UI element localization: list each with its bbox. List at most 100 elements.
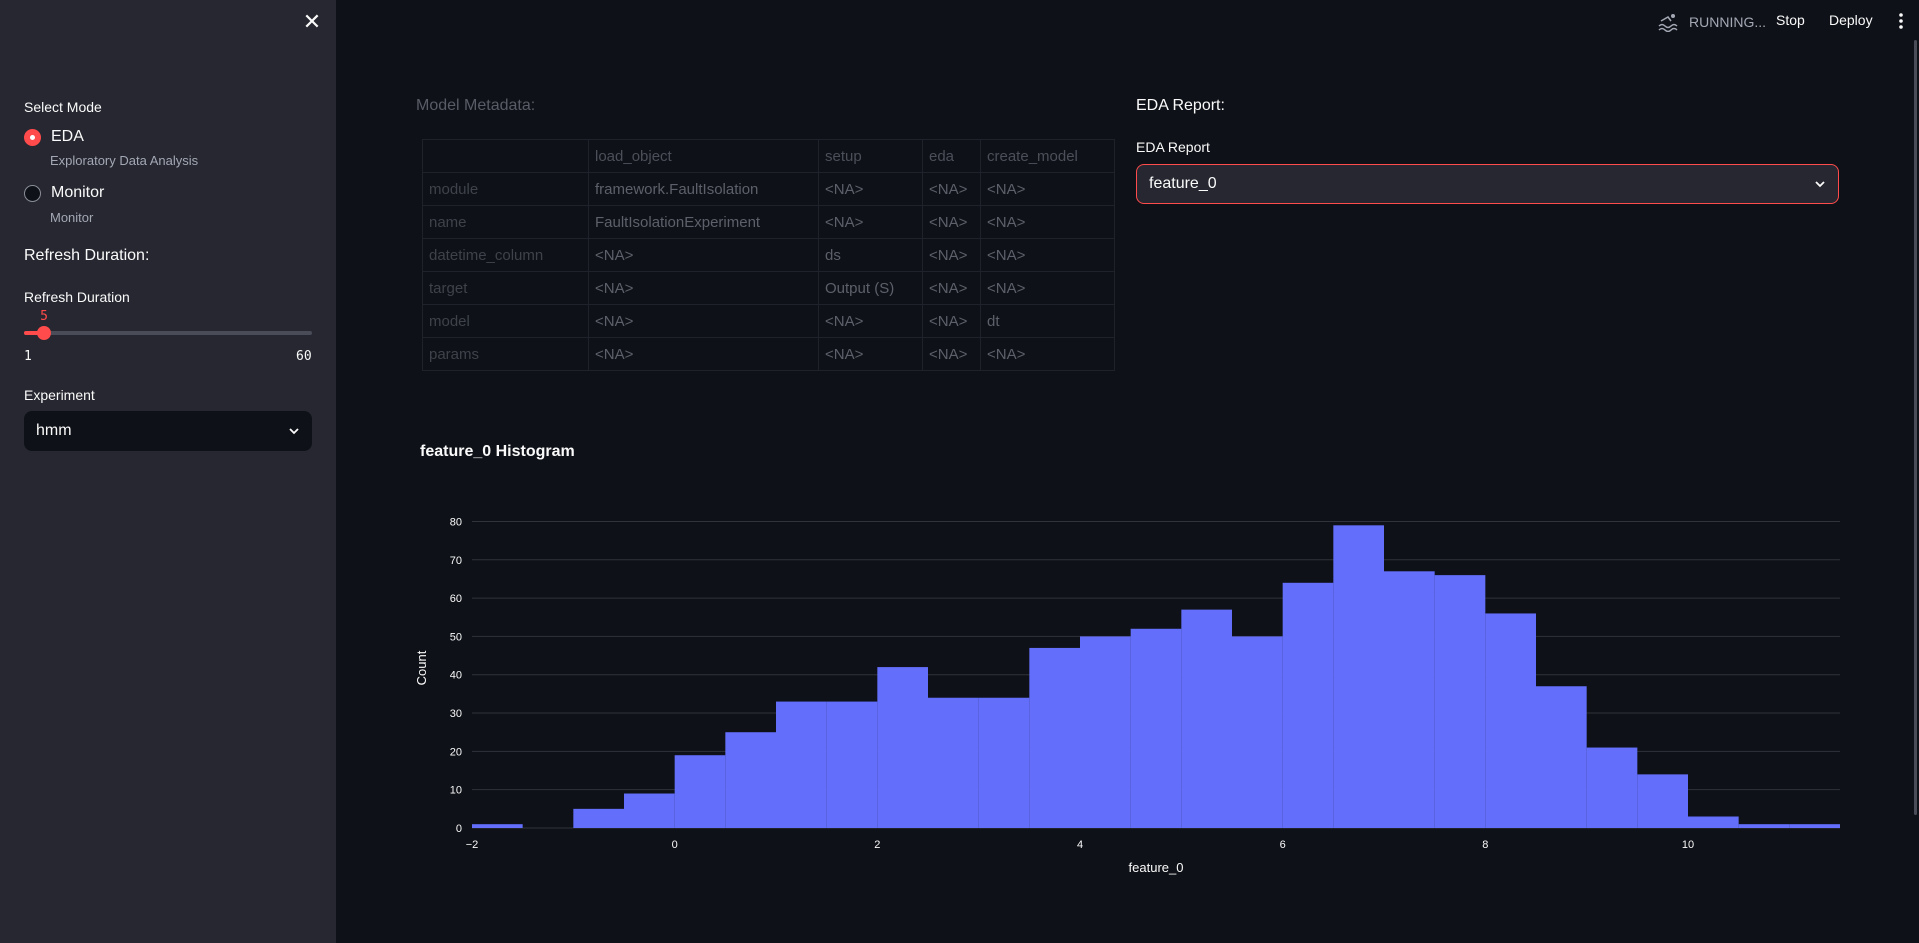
eda-report-select[interactable]: feature_0	[1136, 164, 1839, 204]
table-row: target <NA> Output (S) <NA> <NA>	[422, 271, 1115, 305]
table-header: load_object	[588, 139, 819, 173]
histogram-bar[interactable]	[1333, 525, 1384, 828]
histogram-bar[interactable]	[1130, 628, 1182, 828]
y-tick-label: 40	[450, 670, 462, 682]
histogram-bar[interactable]	[1637, 774, 1688, 828]
radio-option-eda[interactable]: EDA	[24, 128, 84, 146]
eda-report-title: EDA Report:	[1136, 97, 1225, 114]
stop-button[interactable]: Stop	[1776, 12, 1805, 28]
table-header	[422, 139, 589, 173]
eda-report-label: EDA Report	[1136, 139, 1210, 155]
y-tick-label: 50	[450, 631, 462, 643]
slider-thumb[interactable]	[37, 326, 51, 340]
table-cell: <NA>	[922, 304, 981, 338]
table-cell: <NA>	[980, 271, 1115, 305]
histogram-bar[interactable]	[725, 732, 776, 828]
swimmer-icon	[1658, 14, 1678, 32]
table-cell: <NA>	[818, 172, 923, 206]
radio-checked-icon[interactable]	[24, 128, 41, 146]
row-header: datetime_column	[422, 238, 589, 272]
table-cell: <NA>	[980, 205, 1115, 239]
histogram-bar[interactable]	[674, 755, 726, 828]
y-tick-label: 20	[450, 746, 462, 758]
table-cell: Output (S)	[818, 271, 923, 305]
table-header-row: load_object setup eda create_model	[422, 139, 1115, 173]
deploy-button[interactable]: Deploy	[1829, 12, 1873, 28]
histogram-bar[interactable]	[978, 697, 1030, 828]
table-row: model <NA> <NA> <NA> dt	[422, 304, 1115, 338]
histogram-chart: −2 0 2 4 6 8 10 0 10 20 30 40 50 60 70 80 Count featur…	[414, 516, 1840, 875]
table-cell: FaultIsolationExperiment	[588, 205, 819, 239]
radio-option-monitor[interactable]: Monitor	[24, 184, 104, 202]
table-cell: <NA>	[980, 337, 1115, 371]
chevron-down-icon	[289, 428, 299, 435]
running-status: RUNNING...	[1657, 12, 1766, 32]
table-cell: framework.FaultIsolation	[588, 172, 819, 206]
kebab-menu-icon[interactable]	[1893, 10, 1909, 32]
histogram-bar[interactable]	[1688, 816, 1739, 828]
y-tick-label: 10	[450, 785, 462, 797]
row-header: module	[422, 172, 589, 206]
radio-unchecked-icon[interactable]	[24, 184, 41, 202]
histogram-bar[interactable]	[1485, 613, 1536, 828]
refresh-duration-heading: Refresh Duration:	[24, 247, 150, 264]
histogram-bar[interactable]	[1536, 686, 1587, 828]
y-axis-label: Count	[414, 650, 429, 685]
histogram-bar[interactable]	[1434, 575, 1486, 828]
histogram-bar[interactable]	[1181, 609, 1232, 828]
select-mode-label: Select Mode	[24, 99, 102, 115]
y-tick-label: 70	[450, 555, 462, 567]
radio-label-monitor: Monitor	[51, 184, 105, 201]
x-tick-label: 10	[1682, 839, 1694, 851]
histogram-bar[interactable]	[1080, 636, 1131, 828]
table-cell: <NA>	[588, 271, 819, 305]
x-tick-label: 0	[672, 839, 678, 851]
table-cell: <NA>	[588, 304, 819, 338]
metadata-table: load_object setup eda create_model modul…	[422, 139, 1115, 371]
chevron-down-icon	[1815, 181, 1825, 188]
x-tick-label: 4	[1077, 839, 1083, 851]
y-tick-label: 30	[450, 708, 462, 720]
experiment-label: Experiment	[24, 387, 95, 403]
refresh-duration-label: Refresh Duration	[24, 289, 130, 305]
histogram-bar[interactable]	[1789, 824, 1840, 828]
histogram-bar[interactable]	[826, 701, 878, 828]
histogram-bar[interactable]	[472, 824, 523, 828]
table-row: module framework.FaultIsolation <NA> <NA…	[422, 172, 1115, 206]
histogram-bar[interactable]	[624, 793, 675, 828]
histogram-bar[interactable]	[877, 667, 928, 828]
scrollbar[interactable]	[1914, 40, 1917, 815]
status-text: RUNNING...	[1689, 14, 1766, 30]
histogram-bar[interactable]	[1384, 571, 1435, 828]
row-header: model	[422, 304, 589, 338]
row-header: target	[422, 271, 589, 305]
histogram-bar[interactable]	[1738, 824, 1790, 828]
table-header: create_model	[980, 139, 1115, 173]
table-cell: <NA>	[818, 304, 923, 338]
table-cell: <NA>	[588, 337, 819, 371]
close-sidebar-icon[interactable]: ✕	[302, 9, 322, 34]
radio-caption-eda: Exploratory Data Analysis	[50, 153, 199, 168]
experiment-select-value: hmm	[36, 422, 72, 439]
histogram-bar[interactable]	[776, 701, 827, 828]
table-cell: <NA>	[588, 238, 819, 272]
row-header: name	[422, 205, 589, 239]
model-metadata-title: Model Metadata:	[416, 97, 536, 114]
histogram-bar[interactable]	[928, 697, 979, 828]
slider-min-label: 1	[24, 349, 32, 364]
table-cell: <NA>	[922, 337, 981, 371]
refresh-slider[interactable]	[24, 326, 312, 340]
histogram-bar[interactable]	[1232, 636, 1283, 828]
experiment-select[interactable]: hmm	[24, 411, 312, 451]
table-cell: <NA>	[922, 271, 981, 305]
x-tick-label: −2	[466, 839, 479, 851]
table-row: datetime_column <NA> ds <NA> <NA>	[422, 238, 1115, 272]
y-tick-label: 0	[456, 823, 462, 835]
x-tick-label: 2	[874, 839, 880, 851]
histogram-bar[interactable]	[1029, 647, 1080, 828]
histogram-bar[interactable]	[1282, 582, 1334, 828]
histogram-bar[interactable]	[573, 808, 624, 828]
table-cell: <NA>	[818, 337, 923, 371]
histogram-bar[interactable]	[1586, 747, 1638, 828]
table-header: setup	[818, 139, 923, 173]
